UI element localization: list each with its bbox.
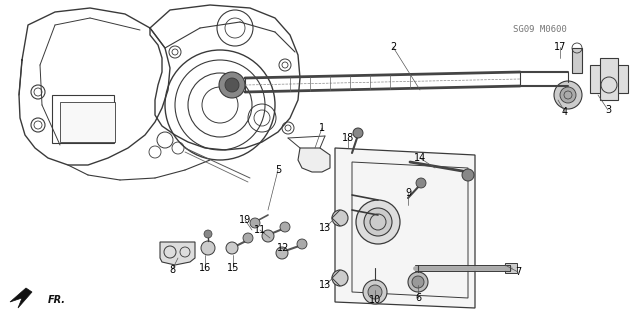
Text: 15: 15 bbox=[227, 263, 239, 273]
Text: 8: 8 bbox=[169, 265, 175, 275]
Text: 12: 12 bbox=[277, 243, 289, 253]
Circle shape bbox=[408, 272, 428, 292]
Bar bbox=[505, 263, 517, 273]
Circle shape bbox=[201, 241, 215, 255]
Circle shape bbox=[363, 280, 387, 304]
Circle shape bbox=[332, 210, 348, 226]
Circle shape bbox=[560, 87, 576, 103]
Circle shape bbox=[219, 72, 245, 98]
Circle shape bbox=[364, 208, 392, 236]
Circle shape bbox=[243, 233, 253, 243]
Bar bbox=[52, 95, 114, 143]
Circle shape bbox=[250, 218, 260, 228]
Text: 4: 4 bbox=[562, 107, 568, 117]
Polygon shape bbox=[298, 148, 330, 172]
Text: 10: 10 bbox=[369, 295, 381, 305]
Circle shape bbox=[225, 78, 239, 92]
Text: 3: 3 bbox=[605, 105, 611, 115]
Text: 7: 7 bbox=[515, 267, 521, 277]
Bar bbox=[600, 58, 618, 100]
Text: SG09 M0600: SG09 M0600 bbox=[513, 26, 567, 34]
Circle shape bbox=[462, 169, 474, 181]
Circle shape bbox=[412, 276, 424, 288]
Circle shape bbox=[262, 230, 274, 242]
Polygon shape bbox=[10, 288, 32, 308]
Circle shape bbox=[368, 285, 382, 299]
Text: 19: 19 bbox=[239, 215, 251, 225]
Circle shape bbox=[297, 239, 307, 249]
Circle shape bbox=[332, 270, 348, 286]
Text: 17: 17 bbox=[554, 42, 566, 52]
Text: 18: 18 bbox=[342, 133, 354, 143]
Circle shape bbox=[353, 128, 363, 138]
Text: 6: 6 bbox=[415, 293, 421, 303]
Bar bbox=[60, 102, 115, 142]
Text: 13: 13 bbox=[319, 223, 331, 233]
Text: 11: 11 bbox=[254, 225, 266, 235]
Text: 2: 2 bbox=[390, 42, 396, 52]
Circle shape bbox=[204, 230, 212, 238]
Bar bbox=[572, 48, 582, 73]
Polygon shape bbox=[335, 148, 475, 308]
Text: 13: 13 bbox=[319, 280, 331, 290]
Circle shape bbox=[416, 178, 426, 188]
Circle shape bbox=[276, 247, 288, 259]
Circle shape bbox=[280, 222, 290, 232]
Text: 9: 9 bbox=[405, 188, 411, 198]
Polygon shape bbox=[160, 242, 195, 265]
Text: 1: 1 bbox=[319, 123, 325, 133]
Text: 16: 16 bbox=[199, 263, 211, 273]
Bar bbox=[590, 65, 628, 93]
Circle shape bbox=[554, 81, 582, 109]
Text: 14: 14 bbox=[414, 153, 426, 163]
Circle shape bbox=[356, 200, 400, 244]
Circle shape bbox=[226, 242, 238, 254]
Text: FR.: FR. bbox=[48, 295, 66, 305]
Text: 5: 5 bbox=[275, 165, 281, 175]
